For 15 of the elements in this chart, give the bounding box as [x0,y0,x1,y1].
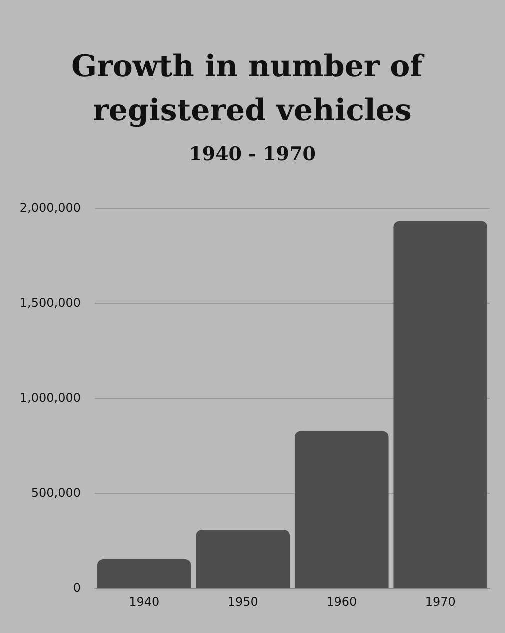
x-tick-label: 1960 [326,595,358,609]
x-tick-label: 1950 [228,595,258,609]
bar [97,560,192,588]
bar [294,431,389,588]
y-tick-label: 2,000,000 [20,201,81,215]
bar [196,530,290,588]
chart-title: Growth in number of registered vehicles [71,50,434,128]
x-tick-label: 1970 [425,595,456,609]
bar [394,221,488,588]
chart-subtitle: 1940 - 1970 [189,144,316,166]
y-tick-label: 1,000,000 [20,391,81,405]
y-tick-label: 500,000 [31,486,81,500]
x-tick-label: 1940 [129,595,160,609]
y-tick-label: 0 [73,581,81,595]
y-tick-label: 1,500,000 [20,296,81,310]
